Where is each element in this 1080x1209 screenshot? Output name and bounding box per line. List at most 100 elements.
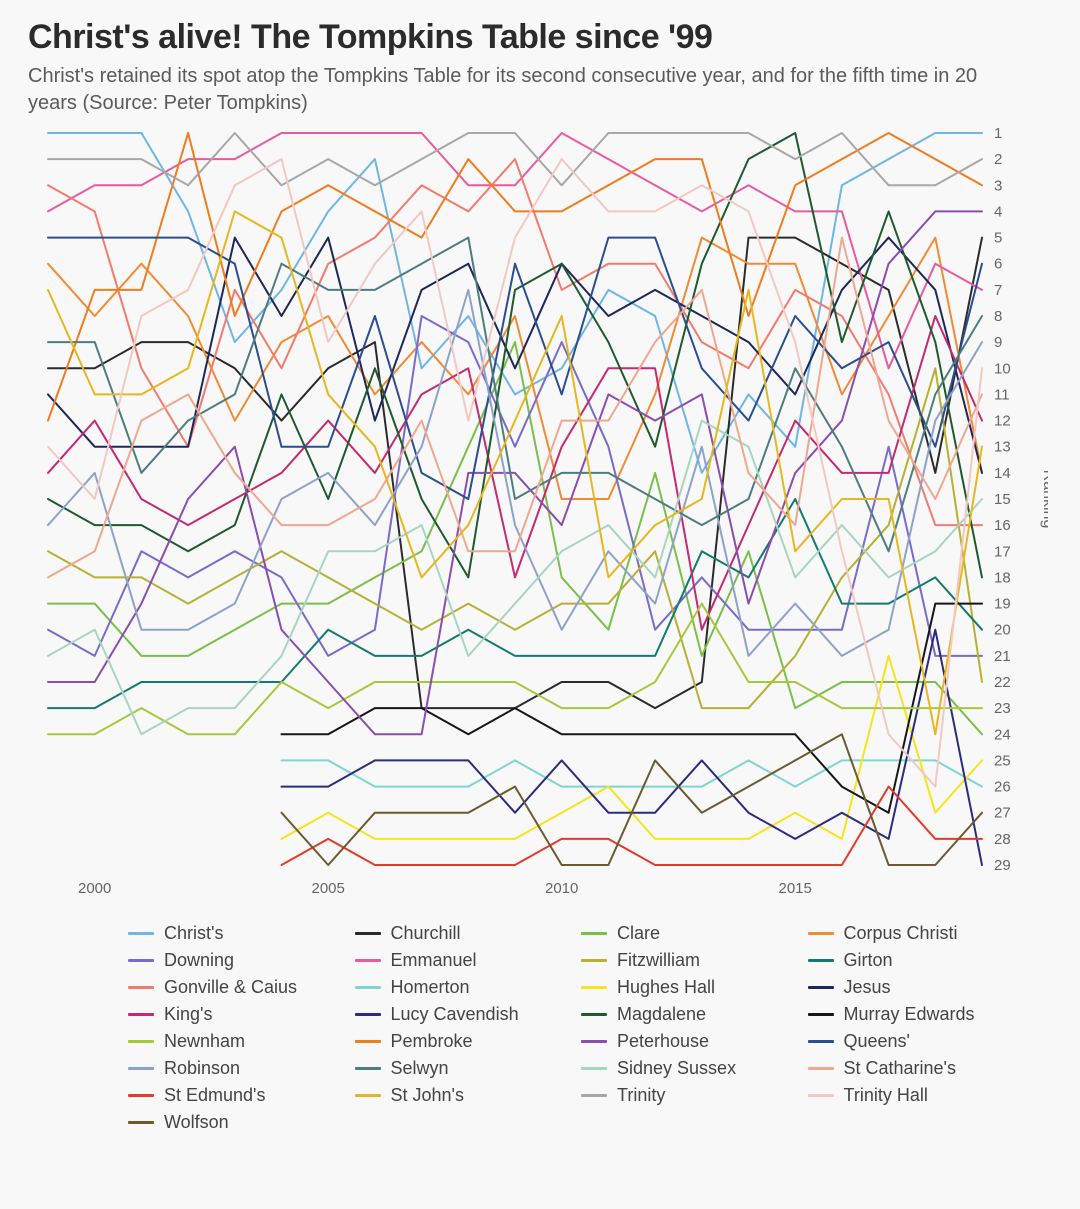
legend-swatch xyxy=(128,1121,154,1124)
x-tick-label: 2010 xyxy=(545,880,578,897)
legend-swatch xyxy=(808,959,834,962)
legend-item: Robinson xyxy=(128,1058,343,1079)
legend-label: Wolfson xyxy=(164,1112,229,1133)
legend-label: Christ's xyxy=(164,923,223,944)
legend-swatch xyxy=(808,986,834,989)
y-axis-label: Ranking xyxy=(1040,470,1048,529)
legend-item: Peterhouse xyxy=(581,1031,796,1052)
legend-item: Gonville & Caius xyxy=(128,977,343,998)
legend-swatch xyxy=(581,1040,607,1043)
legend-swatch xyxy=(581,932,607,935)
legend-label: Fitzwilliam xyxy=(617,950,700,971)
legend-swatch xyxy=(128,932,154,935)
legend-item: Jesus xyxy=(808,977,1023,998)
y-tick-label: 25 xyxy=(994,752,1011,769)
y-tick-label: 24 xyxy=(994,726,1011,743)
legend-item: Selwyn xyxy=(355,1058,570,1079)
legend-swatch xyxy=(581,1094,607,1097)
y-tick-label: 3 xyxy=(994,177,1002,194)
x-tick-label: 2015 xyxy=(779,880,812,897)
line-chart-svg: 1234567891011121314151617181920212223242… xyxy=(28,125,1048,905)
legend-swatch xyxy=(355,986,381,989)
y-tick-label: 21 xyxy=(994,648,1011,665)
chart-legend: Christ's Churchill Clare Corpus Christi Down… xyxy=(28,905,1052,1133)
legend-item: St John's xyxy=(355,1085,570,1106)
legend-swatch xyxy=(128,1013,154,1016)
legend-label: Girton xyxy=(844,950,893,971)
y-tick-label: 26 xyxy=(994,779,1011,796)
legend-swatch xyxy=(355,1013,381,1016)
legend-label: Pembroke xyxy=(391,1031,473,1052)
y-tick-label: 13 xyxy=(994,439,1011,456)
legend-item: Homerton xyxy=(355,977,570,998)
legend-swatch xyxy=(355,959,381,962)
legend-label: Sidney Sussex xyxy=(617,1058,736,1079)
legend-label: Lucy Cavendish xyxy=(391,1004,519,1025)
y-tick-label: 12 xyxy=(994,413,1011,430)
y-tick-label: 23 xyxy=(994,700,1011,717)
y-tick-label: 18 xyxy=(994,569,1011,586)
legend-swatch xyxy=(355,1094,381,1097)
legend-swatch xyxy=(581,959,607,962)
legend-label: Trinity Hall xyxy=(844,1085,928,1106)
y-tick-label: 2 xyxy=(994,151,1002,168)
legend-swatch xyxy=(128,959,154,962)
legend-label: Churchill xyxy=(391,923,461,944)
legend-swatch xyxy=(581,986,607,989)
legend-item: Emmanuel xyxy=(355,950,570,971)
legend-item: Sidney Sussex xyxy=(581,1058,796,1079)
legend-swatch xyxy=(808,932,834,935)
legend-label: St Catharine's xyxy=(844,1058,957,1079)
legend-swatch xyxy=(808,1013,834,1016)
y-tick-label: 15 xyxy=(994,491,1011,508)
y-tick-label: 10 xyxy=(994,360,1011,377)
legend-item: Downing xyxy=(128,950,343,971)
x-tick-label: 2005 xyxy=(312,880,345,897)
legend-swatch xyxy=(355,1040,381,1043)
y-tick-label: 9 xyxy=(994,334,1002,351)
legend-swatch xyxy=(808,1094,834,1097)
legend-label: Peterhouse xyxy=(617,1031,709,1052)
legend-item: Pembroke xyxy=(355,1031,570,1052)
legend-swatch xyxy=(128,1094,154,1097)
chart-container: Christ's alive! The Tompkins Table since… xyxy=(0,0,1080,1157)
legend-swatch xyxy=(581,1067,607,1070)
legend-label: Clare xyxy=(617,923,660,944)
legend-swatch xyxy=(808,1067,834,1070)
legend-item: Murray Edwards xyxy=(808,1004,1023,1025)
legend-item: King's xyxy=(128,1004,343,1025)
legend-item: St Edmund's xyxy=(128,1085,343,1106)
legend-item: Magdalene xyxy=(581,1004,796,1025)
legend-item: Trinity xyxy=(581,1085,796,1106)
legend-item: Girton xyxy=(808,950,1023,971)
legend-swatch xyxy=(128,1067,154,1070)
legend-item: Clare xyxy=(581,923,796,944)
y-tick-label: 5 xyxy=(994,230,1002,247)
y-tick-label: 19 xyxy=(994,596,1011,613)
legend-item: St Catharine's xyxy=(808,1058,1023,1079)
legend-label: Homerton xyxy=(391,977,470,998)
legend-label: Emmanuel xyxy=(391,950,477,971)
legend-label: Selwyn xyxy=(391,1058,449,1079)
legend-label: Corpus Christi xyxy=(844,923,958,944)
chart-subtitle: Christ's retained its spot atop the Tomp… xyxy=(28,63,1028,117)
legend-item: Queens' xyxy=(808,1031,1023,1052)
y-tick-label: 22 xyxy=(994,674,1011,691)
legend-label: Trinity xyxy=(617,1085,665,1106)
y-tick-label: 27 xyxy=(994,805,1011,822)
legend-swatch xyxy=(128,986,154,989)
legend-item: Christ's xyxy=(128,923,343,944)
legend-swatch xyxy=(808,1040,834,1043)
legend-item: Wolfson xyxy=(128,1112,343,1133)
legend-label: Gonville & Caius xyxy=(164,977,297,998)
y-tick-label: 1 xyxy=(994,125,1002,142)
x-tick-label: 2000 xyxy=(78,880,111,897)
legend-item: Churchill xyxy=(355,923,570,944)
legend-item: Newnham xyxy=(128,1031,343,1052)
legend-label: Downing xyxy=(164,950,234,971)
legend-swatch xyxy=(355,932,381,935)
y-tick-label: 4 xyxy=(994,203,1002,220)
legend-label: King's xyxy=(164,1004,212,1025)
y-tick-label: 29 xyxy=(994,857,1011,874)
legend-item: Lucy Cavendish xyxy=(355,1004,570,1025)
